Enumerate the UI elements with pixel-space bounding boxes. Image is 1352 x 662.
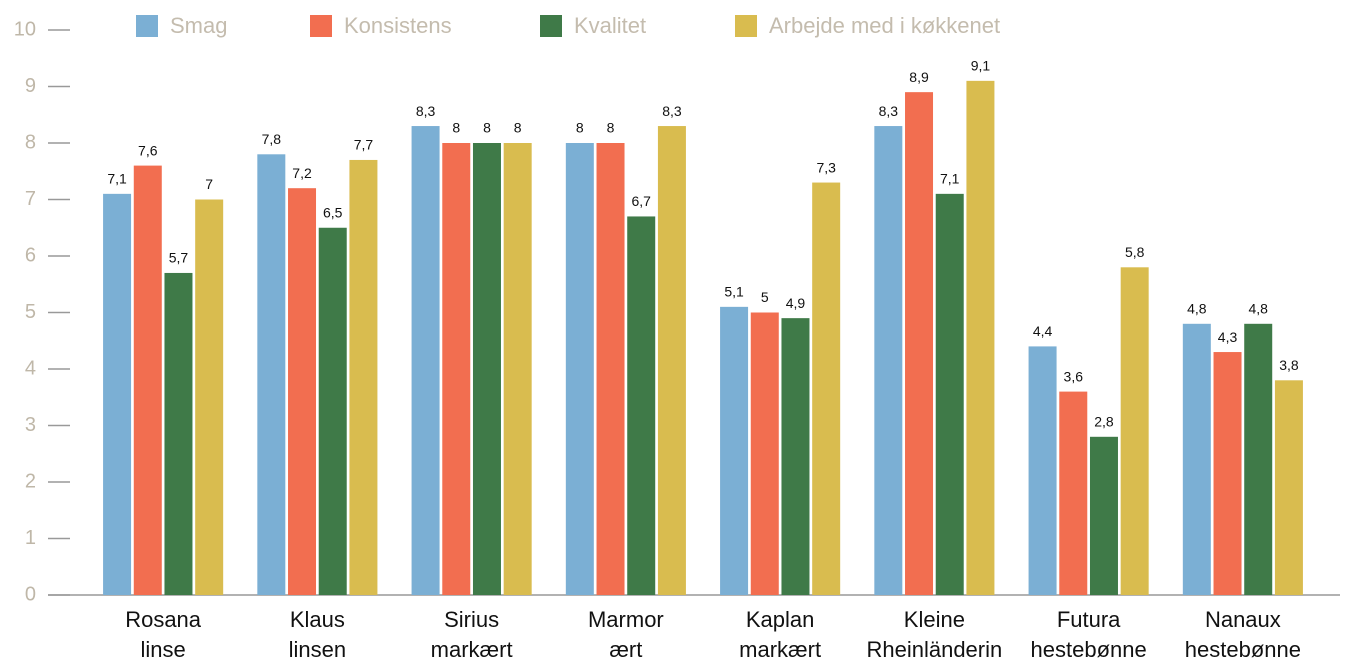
- value-label: 9,1: [971, 58, 991, 74]
- value-label: 8: [607, 120, 615, 136]
- legend-swatch: [136, 15, 158, 37]
- value-label: 7,7: [354, 137, 374, 153]
- value-label: 3,8: [1279, 357, 1299, 373]
- bar: [720, 306, 749, 595]
- bar: [503, 143, 532, 595]
- legend-label: Arbejde med i køkkenet: [769, 13, 1000, 38]
- x-tick-label: Kaplan markært: [739, 607, 821, 662]
- value-label: 5: [761, 289, 769, 305]
- bar: [781, 318, 810, 595]
- value-label: 4,4: [1033, 323, 1053, 339]
- y-tick-label: 6: [25, 244, 36, 266]
- legend-label: Smag: [170, 13, 227, 38]
- y-tick-label: 3: [25, 414, 36, 436]
- bar: [1059, 391, 1088, 595]
- bar: [411, 126, 440, 596]
- bar: [657, 126, 686, 596]
- value-label: 6,7: [631, 193, 651, 209]
- value-label: 8: [483, 120, 491, 136]
- value-label: 7: [205, 176, 213, 192]
- value-label: 7,8: [262, 131, 282, 147]
- x-tick-label: Klaus linsen: [289, 607, 346, 662]
- value-label: 7,6: [138, 142, 158, 158]
- bar: [164, 272, 193, 595]
- y-tick-label: 9: [25, 75, 36, 97]
- legend-swatch: [310, 15, 332, 37]
- bar: [905, 92, 934, 596]
- value-label: 8,3: [662, 103, 682, 119]
- y-tick-label: 5: [25, 301, 36, 323]
- bar: [103, 193, 132, 595]
- bar: [1213, 352, 1242, 595]
- bar: [288, 188, 317, 595]
- bar: [1274, 380, 1303, 595]
- value-label: 5,8: [1125, 244, 1145, 260]
- bar: [442, 143, 471, 595]
- bar: [1182, 323, 1211, 595]
- y-tick-label: 2: [25, 470, 36, 492]
- value-label: 8: [514, 120, 522, 136]
- value-label: 8: [576, 120, 584, 136]
- bar: [750, 312, 779, 595]
- value-label: 7,1: [107, 171, 127, 187]
- bar: [257, 154, 286, 596]
- y-tick-label: 0: [25, 583, 36, 605]
- value-label: 8,3: [416, 103, 436, 119]
- value-label: 8,3: [879, 103, 899, 119]
- bar: [133, 165, 162, 595]
- y-tick-label: 1: [25, 527, 36, 549]
- value-label: 7,3: [816, 159, 836, 175]
- bar: [349, 159, 378, 595]
- bar: [812, 182, 841, 596]
- x-tick-label: Nanaux hestebønne: [1185, 607, 1301, 662]
- value-label: 5,7: [169, 250, 189, 266]
- bar: [1120, 267, 1149, 595]
- x-tick-label: Marmor ært: [588, 607, 664, 662]
- value-label: 7,2: [292, 165, 312, 181]
- legend-swatch: [735, 15, 757, 37]
- x-tick-label: Kleine Rheinländerin: [866, 607, 1002, 662]
- value-label: 3,6: [1064, 368, 1084, 384]
- value-label: 6,5: [323, 204, 343, 220]
- value-label: 4,8: [1248, 301, 1268, 317]
- bar: [627, 216, 656, 595]
- bar: [195, 199, 224, 595]
- y-tick-label: 4: [25, 357, 36, 379]
- value-label: 8,9: [909, 69, 929, 85]
- x-tick-label: Rosana linse: [125, 607, 202, 662]
- bar: [1028, 346, 1057, 595]
- x-tick-label: Futura hestebønne: [1031, 607, 1147, 662]
- value-label: 4,8: [1187, 301, 1207, 317]
- value-label: 5,1: [724, 284, 744, 300]
- value-label: 4,9: [786, 295, 806, 311]
- legend-label: Konsistens: [344, 13, 452, 38]
- bar: [565, 143, 594, 595]
- value-label: 4,3: [1218, 329, 1238, 345]
- x-tick-label: Sirius markært: [431, 607, 513, 662]
- bar: [874, 126, 903, 596]
- legend-swatch: [540, 15, 562, 37]
- bar: [318, 227, 347, 595]
- value-label: 7,1: [940, 171, 960, 187]
- bar: [596, 143, 625, 595]
- bar: [966, 80, 995, 596]
- value-label: 2,8: [1094, 414, 1114, 430]
- bar: [935, 193, 964, 595]
- y-tick-label: 10: [14, 18, 36, 40]
- y-tick-label: 7: [25, 188, 36, 210]
- legend-label: Kvalitet: [574, 13, 646, 38]
- bar: [472, 143, 501, 595]
- bar: [1089, 436, 1118, 595]
- y-tick-label: 8: [25, 131, 36, 153]
- value-label: 8: [452, 120, 460, 136]
- bar: [1244, 323, 1273, 595]
